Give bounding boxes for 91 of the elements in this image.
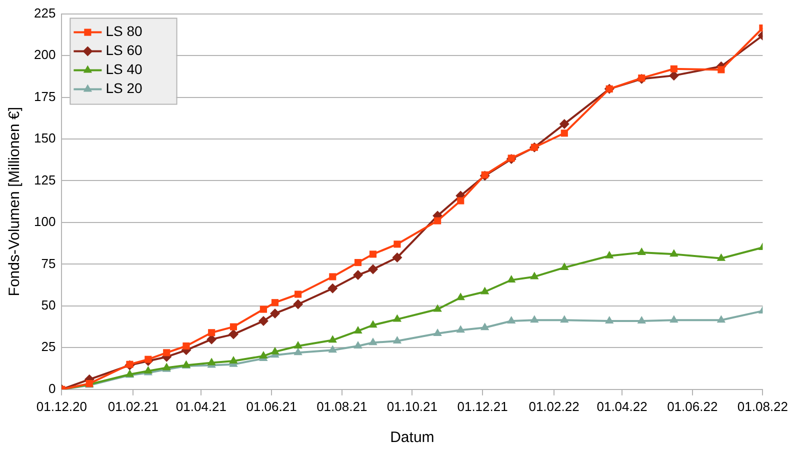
point [508, 154, 515, 162]
x-tick-label: 01.04.21 [176, 398, 227, 414]
point [259, 351, 268, 359]
point [126, 360, 134, 368]
point [560, 262, 569, 270]
point [182, 342, 190, 350]
legend-label: LS 40 [106, 61, 142, 78]
point [605, 250, 614, 258]
point [394, 240, 401, 248]
x-axis-title: Datum [390, 429, 434, 446]
point [230, 323, 238, 330]
point [144, 356, 152, 363]
point [228, 329, 238, 340]
y-tick-label: 100 [34, 214, 56, 230]
point [229, 356, 238, 364]
x-tick-label: 01.10.21 [386, 398, 438, 414]
point [328, 283, 338, 294]
y-tick-label: 25 [41, 339, 56, 354]
point [670, 249, 678, 257]
point [328, 345, 337, 353]
point [368, 320, 378, 328]
point [207, 358, 216, 366]
point [481, 171, 488, 178]
point [433, 304, 442, 312]
point [668, 70, 679, 81]
point [456, 325, 465, 333]
x-tick-label: 01.12.21 [457, 398, 508, 414]
point [507, 275, 516, 283]
point [530, 315, 539, 323]
x-tick-label: 01.08.21 [316, 398, 368, 414]
point [208, 329, 216, 336]
point [354, 341, 362, 348]
legend-label: LS 80 [106, 23, 142, 40]
point [716, 315, 726, 323]
point [294, 348, 302, 356]
point [480, 286, 490, 294]
point [637, 316, 646, 324]
legend-label: LS 20 [106, 80, 142, 96]
point [258, 316, 268, 326]
y-tick-label: 150 [34, 130, 56, 146]
point [368, 264, 378, 274]
point [328, 335, 337, 343]
point [670, 65, 678, 72]
point [270, 346, 280, 354]
x-tick-label: 01.06.21 [246, 398, 297, 414]
point [163, 349, 170, 356]
point [457, 197, 464, 204]
y-tick-label: 50 [41, 298, 56, 313]
point [271, 299, 279, 306]
point [369, 250, 377, 258]
y-tick-label: 175 [34, 88, 56, 104]
point [329, 273, 336, 280]
legend-label: LS 60 [106, 42, 142, 58]
x-tick-label: 01.02.22 [528, 398, 580, 414]
point [260, 306, 267, 313]
point [718, 66, 725, 74]
y-axis-title: Fonds-Volumen [Millionen €] [6, 106, 24, 296]
point [637, 248, 646, 256]
point [354, 326, 362, 334]
point [392, 336, 402, 344]
point [433, 328, 442, 336]
point [670, 315, 678, 323]
point [368, 338, 378, 346]
point [354, 258, 362, 266]
x-tick-label: 01.08.22 [737, 398, 788, 414]
point [559, 118, 570, 129]
point [270, 308, 280, 318]
point [293, 299, 304, 310]
point [480, 322, 490, 330]
point [294, 290, 302, 298]
point [605, 316, 614, 324]
y-tick-label: 200 [34, 47, 56, 62]
point [353, 270, 364, 280]
point [392, 314, 402, 322]
point [560, 130, 568, 137]
point [456, 292, 465, 300]
y-tick-label: 225 [34, 5, 56, 20]
point [392, 252, 402, 263]
x-tick-label: 01.04.22 [596, 398, 648, 414]
x-tick-label: 01.02.21 [108, 398, 158, 414]
x-tick-label: 01.06.22 [667, 398, 718, 414]
y-tick-label: 0 [48, 380, 56, 396]
y-tick-label: 125 [34, 172, 56, 188]
point [560, 315, 569, 323]
point [434, 217, 442, 224]
point [530, 272, 539, 280]
point [507, 316, 516, 324]
point [294, 341, 302, 348]
y-tick-label: 75 [41, 256, 56, 271]
point [716, 253, 726, 261]
x-tick-label: 01.12.20 [36, 398, 87, 414]
